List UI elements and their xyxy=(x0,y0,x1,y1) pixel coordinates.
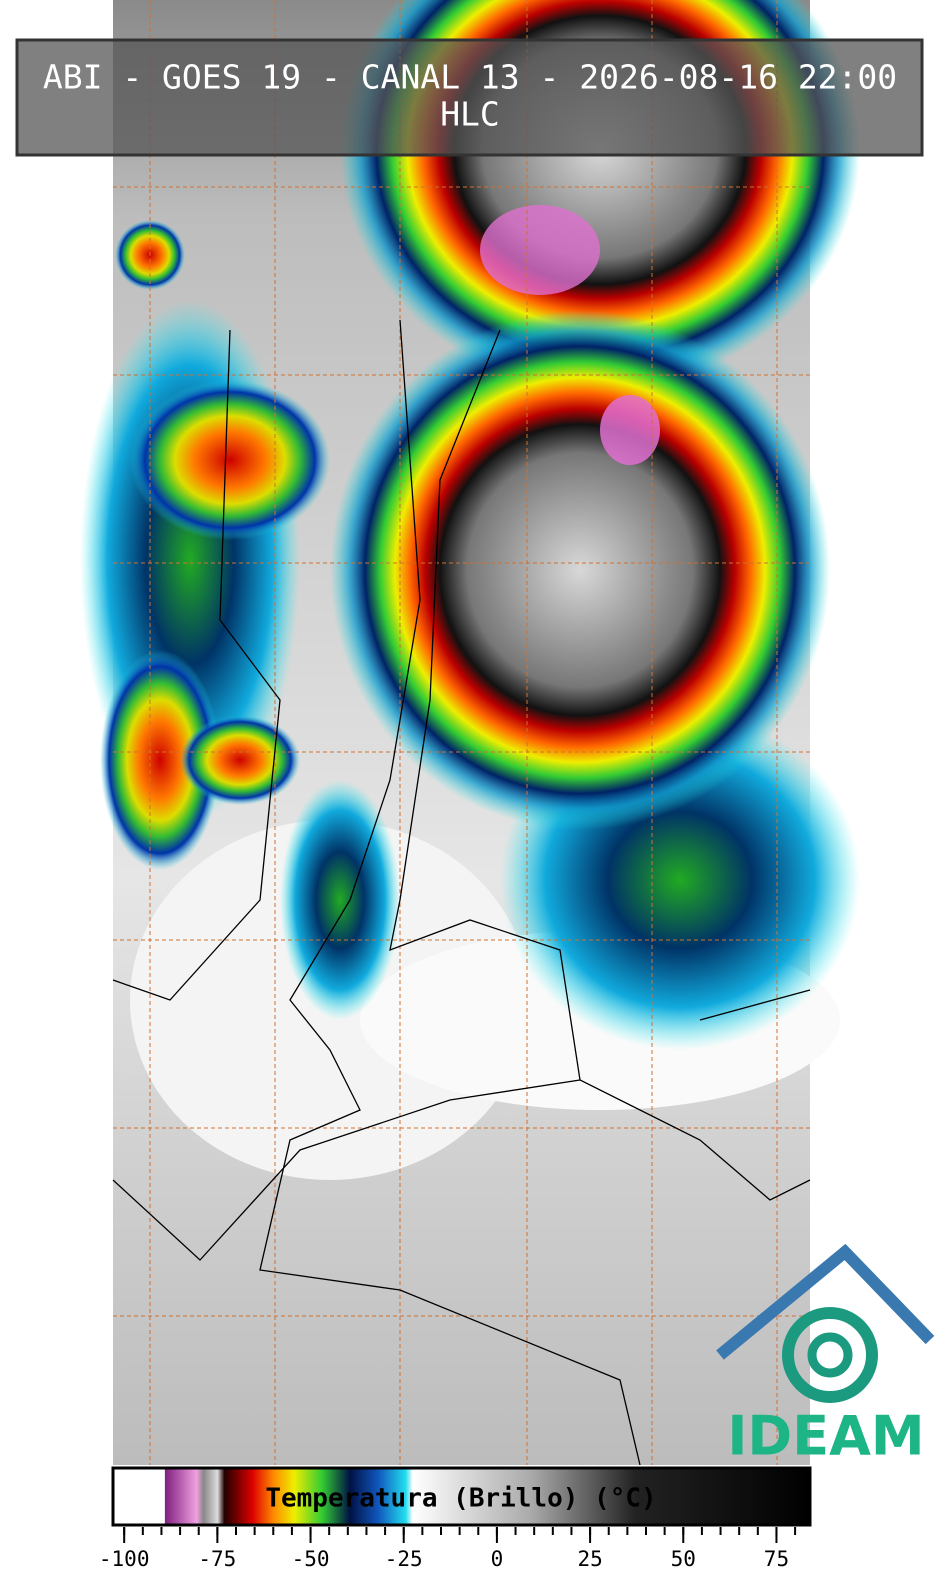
title-box xyxy=(15,38,924,157)
tick-label: 0 xyxy=(491,1547,504,1571)
tick-label: -100 xyxy=(99,1547,150,1571)
graticule xyxy=(113,0,810,1465)
title: ABI - GOES 19 - CANAL 13 - 2026-08-16 22… xyxy=(43,58,897,97)
logo-spiral xyxy=(782,1307,878,1403)
colorbar xyxy=(111,1466,812,1527)
tick-label: 25 xyxy=(577,1547,602,1571)
cloud-cover xyxy=(280,780,400,1020)
subtitle: HLC xyxy=(440,95,500,134)
tick-label: -50 xyxy=(292,1547,330,1571)
tick-label: -25 xyxy=(385,1547,423,1571)
convective-storm xyxy=(330,310,830,830)
colorbar-label: Temperatura (Brillo) (°C) xyxy=(265,1484,656,1514)
tick-label: 50 xyxy=(671,1547,696,1571)
cold-top xyxy=(600,395,660,465)
tick-label: 75 xyxy=(764,1547,789,1571)
logo-roof xyxy=(716,1243,935,1360)
cold-top xyxy=(480,205,600,295)
logo-text: IDEAM xyxy=(727,1405,924,1468)
borders xyxy=(112,319,811,1466)
tick-label: -75 xyxy=(198,1547,236,1571)
convective-cell xyxy=(100,650,220,870)
logo-spiral xyxy=(807,1332,853,1378)
convective-cell xyxy=(180,715,300,805)
convective-cell xyxy=(130,380,330,540)
